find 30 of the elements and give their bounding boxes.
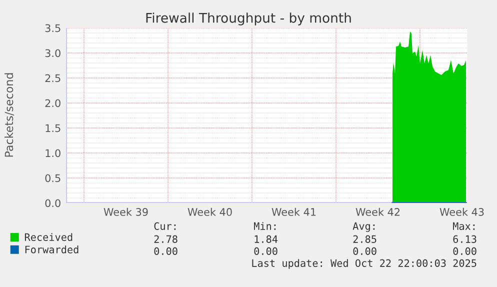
text: Min:	[254, 222, 276, 230]
y-tick-label: 2.5	[45, 74, 60, 82]
y-tick-label: 0.0	[45, 199, 60, 208]
y-tick-label: 2.0	[45, 99, 60, 108]
text: 0.00	[254, 247, 278, 255]
y-axis-title: Packets/second	[4, 73, 14, 157]
x-tick-label: Week 43	[440, 208, 484, 216]
x-tick-label: Week 40	[188, 208, 232, 216]
x-tick-label: Week 42	[356, 208, 400, 216]
x-tick-label: Week 39	[104, 208, 148, 216]
text: 1.84	[254, 235, 278, 243]
text: Cur:	[154, 222, 176, 230]
text: Avg:	[352, 222, 375, 232]
text: Max:	[453, 222, 475, 230]
text: 0.00	[154, 247, 178, 255]
x-tick-label: Week 41	[272, 208, 316, 216]
chart-title: Firewall Throughput - by month	[146, 12, 351, 26]
y-tick-label: 3.5	[45, 24, 60, 32]
text: 0.00	[353, 247, 376, 255]
y-tick-label: 1.0	[46, 149, 60, 158]
y-tick-label: 0.5	[45, 174, 60, 182]
legend-label: Received	[24, 233, 72, 241]
text: 6.13	[453, 235, 476, 243]
y-tick-label: 3.0	[45, 49, 60, 58]
text: 2.78	[154, 235, 178, 243]
text: 0.00	[453, 247, 476, 255]
text: Last update: Wed Oct 22 22:00:03 2025	[252, 259, 476, 269]
legend-label: Forwarded	[25, 246, 78, 254]
text: 2.85	[353, 235, 376, 243]
y-tick-label: 1.5	[46, 124, 60, 132]
